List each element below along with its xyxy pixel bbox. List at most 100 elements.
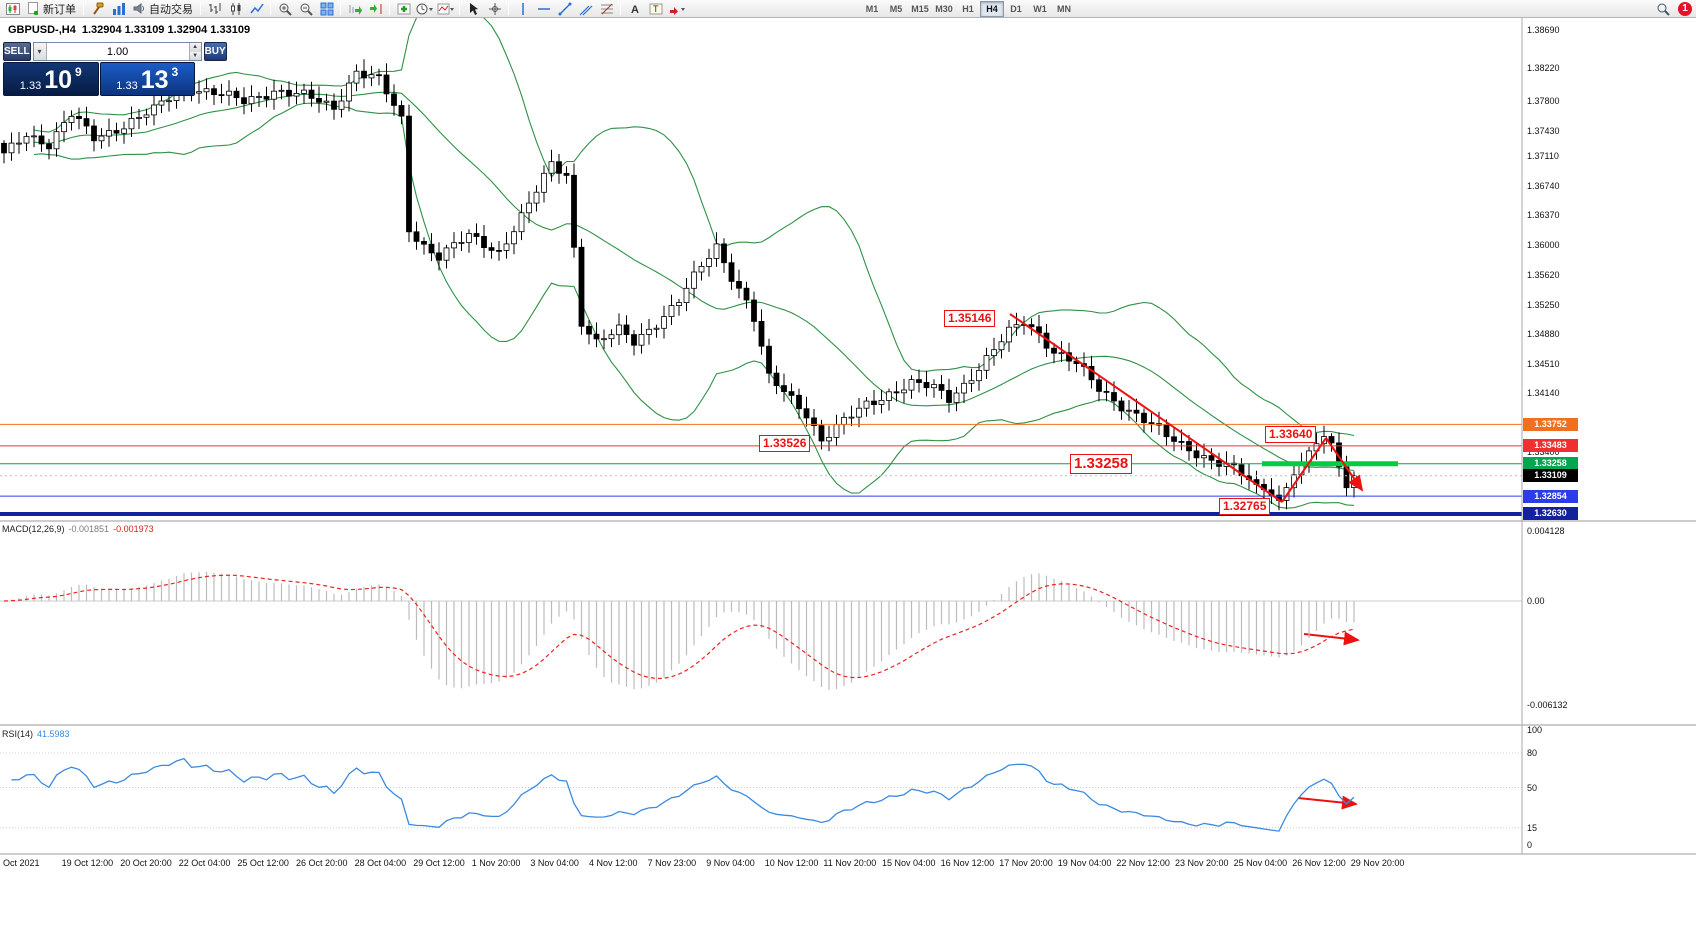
search-icon[interactable] [1652,1,1673,17]
notification-badge[interactable]: 1 [1678,2,1692,16]
bar-chart-type-icon[interactable] [204,1,225,17]
candle-body [353,70,360,84]
periods-dropdown-icon[interactable] [414,1,435,17]
chart-shift-icon[interactable] [365,1,386,17]
timeframe-w1-button[interactable]: W1 [1028,1,1052,17]
candle-body [143,114,150,118]
timeframe-mn-button[interactable]: MN [1052,1,1076,17]
candle-body [548,161,555,174]
tools-hammer-icon[interactable] [87,1,108,17]
candle-body [841,417,847,425]
candle-body [1201,455,1207,459]
tile-windows-icon[interactable] [316,1,337,17]
timeframe-h1-button[interactable]: H1 [956,1,980,17]
volume-preset-dropdown[interactable]: ▾ [33,43,47,60]
line-chart-type-icon[interactable] [246,1,267,17]
timeframe-d1-button[interactable]: D1 [1004,1,1028,17]
volume-down-button[interactable]: ▼ [189,51,201,60]
price-chart-canvas[interactable] [0,18,1696,940]
toolbar-separator [200,2,201,15]
annotation-price-label[interactable]: 1.35146 [944,310,996,327]
candle-body [511,231,517,245]
new-order-button[interactable]: 新订单 [23,1,80,17]
price-pane [1,18,1357,511]
time-axis-label: 7 Nov 23:00 [647,858,697,868]
candle-body [991,349,997,357]
macd-name: MACD(12,26,9) [2,524,65,534]
auto-trading-button[interactable]: 自动交易 [129,1,197,17]
cursor-icon[interactable] [463,1,484,17]
price-axis-label: 1.37430 [1527,125,1560,136]
rsi-value: 41.5983 [37,729,70,739]
candle-body [586,325,592,335]
candle-body [113,130,120,134]
candle-body [466,233,472,243]
sell-button[interactable]: SELL [3,42,31,61]
market-watch-icon[interactable] [108,1,129,17]
annotation-price-label[interactable]: 1.32765 [1219,498,1271,515]
price-axis-label: 1.37800 [1527,96,1560,107]
text-tool-icon[interactable]: A [624,1,645,17]
candle-body [443,247,450,261]
timeframe-m30-button[interactable]: M30 [932,1,956,17]
candle-body [83,118,90,127]
vertical-line-tool-icon[interactable] [512,1,533,17]
annotation-price-label[interactable]: 1.33258 [1070,454,1133,474]
arrows-shapes-icon[interactable] [666,1,687,17]
candle-body [76,116,82,120]
time-axis-label: 19 Oct 12:00 [61,858,114,868]
zoom-out-icon[interactable] [295,1,316,17]
horizontal-line-tool-icon[interactable] [533,1,554,17]
add-indicator-icon[interactable] [393,1,414,17]
candle-body [1328,436,1335,444]
trend-annotation-2[interactable] [1325,437,1364,492]
trendline-tool-icon[interactable] [554,1,575,17]
candle-body [1013,324,1020,328]
time-axis-label: 26 Oct 20:00 [296,858,348,868]
candle-body [301,89,307,94]
annotation-price-label[interactable]: 1.33526 [759,435,811,452]
text-label-tool-icon[interactable]: T [645,1,666,17]
price-axis-label: 1.35250 [1527,299,1560,310]
macd-pane [0,571,1522,690]
fibonacci-tool-icon[interactable] [596,1,617,17]
candle-body [233,90,240,99]
timeframe-m5-button[interactable]: M5 [884,1,908,17]
candle-body [638,333,645,346]
candle-body [758,320,765,347]
crosshair-icon[interactable] [484,1,505,17]
rsi-name: RSI(14) [2,729,34,739]
new-chart-icon[interactable] [2,1,23,17]
trend-annotation-1[interactable] [1281,437,1327,503]
rsi-line [11,757,1355,832]
candle-body [563,172,570,176]
time-axis-label: 23 Nov 20:00 [1175,858,1229,868]
zoom-in-icon[interactable] [274,1,295,17]
candle-body [706,257,712,267]
trend-annotation-0[interactable] [1009,313,1283,503]
price-axis-label: 1.36370 [1527,210,1560,221]
candle-body [1148,422,1155,425]
candle-body [346,82,352,102]
timeframe-m15-button[interactable]: M15 [908,1,932,17]
candle-body [1193,450,1200,459]
buy-price-display[interactable]: 1.33 13 3 [99,62,195,96]
annotation-price-label[interactable]: 1.33640 [1265,426,1317,443]
candlestick-chart-type-icon[interactable] [225,1,246,17]
volume-input[interactable] [46,43,189,60]
candle-body [691,271,697,289]
toolbar-separator [340,2,341,15]
timeframe-h4-button[interactable]: H4 [980,1,1004,17]
auto-scroll-icon[interactable] [344,1,365,17]
candle-body [481,235,487,248]
candle-body [983,355,990,371]
buy-button[interactable]: BUY [203,42,227,61]
timeframe-m1-button[interactable]: M1 [860,1,884,17]
volume-up-button[interactable]: ▲ [189,43,201,52]
sell-price-display[interactable]: 1.33 10 9 [3,62,99,96]
candle-body [766,345,772,374]
channel-tool-icon[interactable] [575,1,596,17]
templates-icon[interactable] [435,1,456,17]
candle-body [901,389,907,394]
time-axis-label: 28 Oct 04:00 [354,858,407,868]
